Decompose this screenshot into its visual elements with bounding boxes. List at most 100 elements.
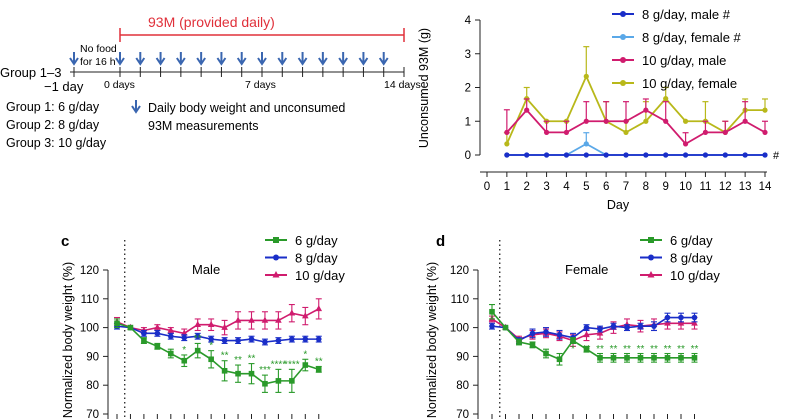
data-point <box>489 308 495 315</box>
data-point <box>302 336 309 342</box>
legend-item: 6 g/day <box>640 233 713 248</box>
data-point <box>643 107 649 113</box>
series-line <box>491 311 695 361</box>
data-point <box>691 319 698 326</box>
legend-label: 10 g/day <box>670 268 720 283</box>
day-0-label: 0 days <box>104 79 135 91</box>
data-point <box>742 118 748 124</box>
data-point <box>262 380 268 387</box>
unconsumed-xlabel: Day <box>607 198 630 212</box>
legend-item: 8 g/day <box>265 251 338 266</box>
data-point <box>489 323 495 329</box>
data-point <box>651 355 657 361</box>
legend-label: 8 g/day, female # <box>642 30 742 45</box>
data-point <box>273 237 279 243</box>
legend-label: 10 g/day <box>295 268 345 283</box>
data-point <box>597 355 603 361</box>
sig-mark: ** <box>315 356 323 367</box>
x-tick-label: 9 <box>663 181 669 193</box>
daily-arrow-icon <box>277 52 288 66</box>
sig-mark: ** <box>596 344 604 355</box>
legend-item: 10 g/day <box>640 268 720 283</box>
data-point <box>315 336 322 342</box>
data-point <box>181 357 188 364</box>
legend-label: 6 g/day <box>295 233 338 248</box>
data-point <box>502 324 509 331</box>
daily-arrow-icon <box>216 52 227 66</box>
data-point <box>194 320 201 328</box>
y-tick-label: 1 <box>465 116 471 128</box>
series-line <box>491 318 695 342</box>
y-tick-label: 110 <box>81 294 99 306</box>
data-point <box>637 323 644 329</box>
data-point <box>543 329 549 335</box>
female-chart: d Female Normalized body weight (%) 70 80… <box>425 233 720 419</box>
data-point <box>647 271 655 278</box>
x-tick-label: 5 <box>583 181 589 193</box>
data-point <box>722 152 728 158</box>
sig-mark: ** <box>623 344 631 355</box>
sig-mark: ** <box>221 351 229 362</box>
data-point <box>664 314 671 321</box>
data-point <box>248 316 255 323</box>
data-point <box>141 337 147 344</box>
daily-arrow-icon <box>236 52 247 66</box>
male-ylabel: Normalized body weight (%) <box>61 262 75 418</box>
data-point <box>289 336 295 342</box>
panel-label-c: c <box>61 233 69 250</box>
x-tick-label: 10 <box>679 181 692 193</box>
legend-item: 8 g/day <box>640 251 713 266</box>
data-point <box>141 330 147 337</box>
data-point <box>167 326 175 333</box>
data-point <box>563 152 570 158</box>
data-point <box>273 254 279 261</box>
data-point <box>275 316 282 323</box>
data-point <box>194 333 201 340</box>
y-tick-label: 80 <box>86 380 99 392</box>
sig-mark: **** <box>271 359 287 370</box>
data-point <box>682 141 689 147</box>
data-point <box>504 152 510 158</box>
data-point <box>682 118 689 124</box>
data-point <box>154 323 161 330</box>
data-point <box>583 141 589 147</box>
group1-label: Group 1: 6 g/day <box>6 100 100 114</box>
daily-arrow-icon <box>338 52 348 66</box>
no-food-line2: for 16 h <box>80 56 116 68</box>
data-point <box>682 152 689 158</box>
sig-mark: ** <box>610 344 618 355</box>
y-tick-label: 70 <box>456 409 469 419</box>
data-point <box>114 320 120 327</box>
data-point <box>691 314 698 321</box>
y-tick-label: 100 <box>450 323 469 335</box>
female-title: Female <box>565 262 608 277</box>
legend-arrow-icon <box>131 100 141 114</box>
daily-arrow-icon <box>155 52 166 66</box>
y-tick-label: 90 <box>86 351 99 363</box>
data-point <box>248 336 255 342</box>
sig-mark: ** <box>194 333 202 344</box>
data-point <box>516 339 522 345</box>
legend-item: 8 g/day, female # <box>612 30 742 45</box>
data-point <box>597 326 603 332</box>
group2-label: Group 2: 8 g/day <box>6 118 100 132</box>
data-point <box>168 350 174 357</box>
x-tick-label: 8 <box>643 181 649 193</box>
y-tick-label: 120 <box>450 265 469 277</box>
data-point <box>663 118 669 124</box>
data-point <box>678 355 684 361</box>
data-point <box>643 152 649 158</box>
data-point <box>620 34 626 40</box>
male-chart: c Male Normalized body weight (%) 70 80 90… <box>61 233 345 419</box>
x-tick-label: 3 <box>543 181 549 193</box>
legend-item: 10 g/day, male <box>612 53 726 68</box>
data-point <box>664 319 671 326</box>
data-point <box>235 337 241 344</box>
data-point <box>556 332 563 338</box>
data-point <box>651 323 657 329</box>
data-point <box>543 350 549 357</box>
data-point <box>315 366 322 373</box>
schematic: 93M (provided daily) Group 1–3 No food f… <box>0 14 421 150</box>
legend-label: 8 g/day, male # <box>642 7 731 22</box>
